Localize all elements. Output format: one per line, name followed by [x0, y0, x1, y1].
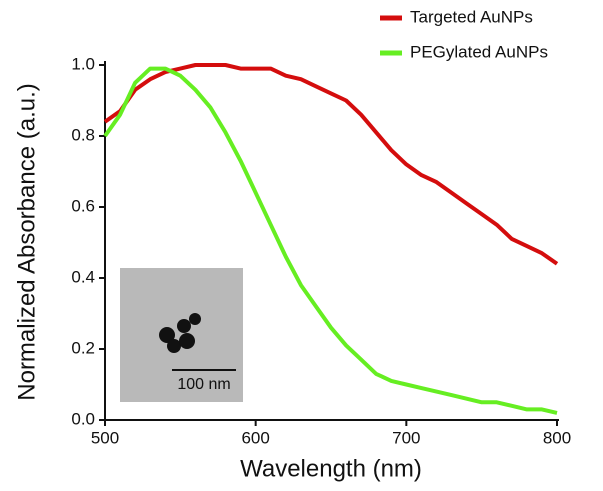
y-tick-label: 0.6 — [71, 196, 95, 215]
y-tick-label: 0.8 — [71, 125, 95, 144]
y-tick-label: 0.2 — [71, 338, 95, 357]
particle — [189, 313, 201, 325]
y-axis-title: Normalized Absorbance (a.u.) — [13, 83, 40, 400]
y-tick-label: 0.4 — [71, 267, 95, 286]
inset-background — [120, 268, 243, 402]
y-tick-label: 1.0 — [71, 54, 95, 73]
x-tick-label: 500 — [91, 428, 119, 447]
data-line — [103, 63, 559, 266]
inset-image: 100 nm — [120, 268, 243, 402]
data-line — [103, 66, 558, 415]
legend-label: Targeted AuNPs — [410, 7, 533, 26]
x-axis-title: Wavelength (nm) — [240, 455, 422, 482]
legend-label: PEGylated AuNPs — [410, 42, 548, 61]
particle — [159, 327, 175, 343]
x-tick-label: 600 — [241, 428, 269, 447]
particle — [179, 333, 195, 349]
y-tick-label: 0.0 — [71, 409, 95, 428]
particle — [177, 319, 191, 333]
x-tick-label: 800 — [543, 428, 571, 447]
x-tick-label: 700 — [392, 428, 420, 447]
particle — [167, 339, 181, 353]
scale-label: 100 nm — [177, 376, 230, 393]
